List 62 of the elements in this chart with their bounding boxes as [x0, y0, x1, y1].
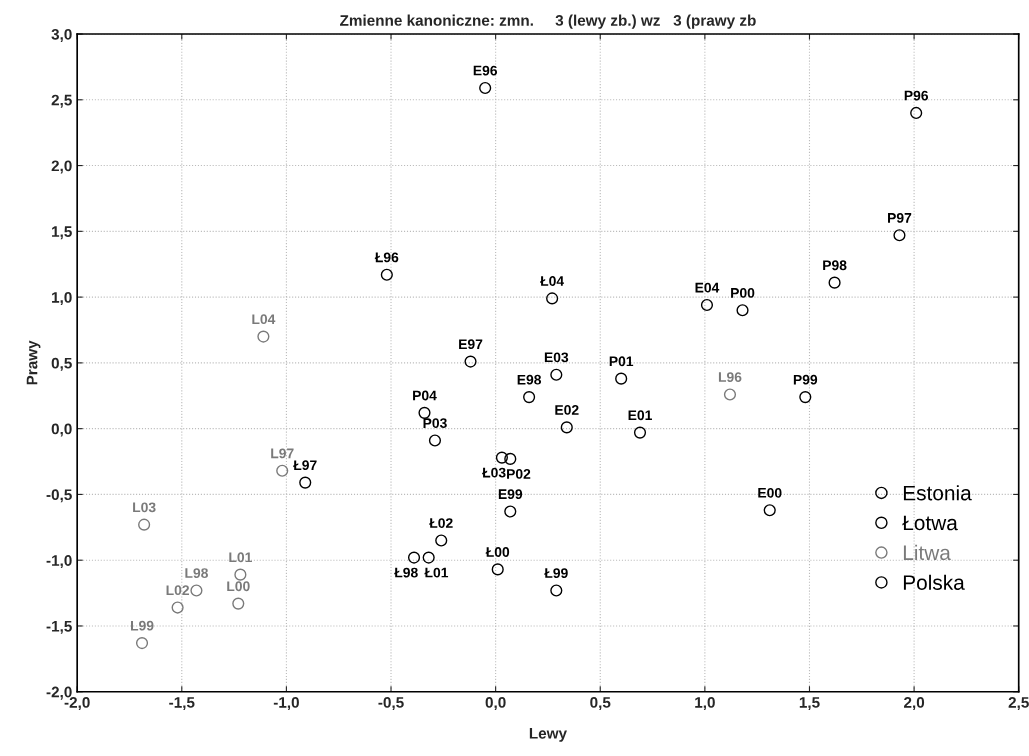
data-label: E99: [498, 489, 523, 500]
data-label: P97: [888, 212, 912, 223]
legend-label: Łotwa: [902, 515, 958, 531]
data-label: Ł00: [485, 547, 510, 557]
data-label: L97: [271, 448, 294, 459]
data-label: Ł99: [544, 568, 568, 578]
data-label: L96: [718, 372, 742, 382]
y-tick-label: -1,0: [46, 555, 72, 569]
data-label: Ł04: [540, 276, 565, 286]
data-label: P01: [609, 356, 634, 367]
data-label: P02: [507, 469, 531, 479]
y-tick-label: 3,0: [51, 28, 72, 42]
y-tick-label: 1,0: [52, 291, 72, 306]
data-label: L02: [166, 585, 190, 596]
y-tick-label: 2,0: [51, 160, 72, 174]
data-label: E96: [473, 65, 498, 76]
data-label: Ł02: [429, 518, 453, 528]
data-label: E03: [544, 352, 569, 363]
x-tick-label: -0,5: [378, 697, 404, 711]
data-label: E97: [459, 339, 483, 350]
data-label: Ł01: [424, 567, 449, 578]
x-tick-label: -1,5: [169, 697, 195, 711]
y-tick-label: -0,5: [46, 489, 72, 503]
data-label: P03: [423, 418, 447, 429]
data-label: L04: [252, 314, 276, 325]
y-axis-title: Prawy: [26, 340, 41, 385]
data-label: L03: [133, 502, 156, 513]
data-label: E98: [517, 374, 542, 385]
data-label: P98: [823, 260, 847, 271]
data-label: Ł03: [482, 467, 506, 478]
data-label: Ł97: [293, 460, 317, 471]
y-tick-label: 0,0: [51, 423, 72, 437]
data-label: L98: [185, 568, 208, 578]
data-label: L99: [131, 620, 154, 631]
data-label: P04: [413, 390, 437, 401]
x-tick-label: 1,0: [695, 697, 715, 711]
x-tick-label: -1,0: [273, 697, 299, 711]
legend-label: Estonia: [903, 485, 972, 501]
data-label: E01: [628, 410, 652, 421]
y-tick-label: -1,5: [46, 620, 72, 634]
x-tick-label: 2,0: [904, 697, 925, 711]
data-label: E04: [695, 282, 720, 293]
x-tick-label: 1,5: [799, 697, 820, 711]
data-label: P00: [731, 287, 755, 298]
data-label: Ł96: [374, 252, 399, 263]
y-tick-label: 0,5: [51, 357, 72, 371]
legend-label: Polska: [903, 574, 965, 590]
data-label: Ł98: [394, 567, 418, 578]
data-label: L01: [229, 552, 252, 563]
x-tick-label: 0,0: [485, 697, 506, 711]
data-label: E02: [555, 405, 579, 415]
data-label: E00: [758, 487, 782, 498]
legend-label: Litwa: [903, 544, 951, 561]
data-label: P96: [904, 90, 929, 101]
data-label: P99: [793, 374, 818, 385]
x-axis-title: Lewy: [529, 728, 567, 742]
x-tick-label: 0,5: [590, 697, 611, 711]
chart-title: Zmienne kanoniczne: zmn. 3 (lewy zb.) wz 3 (prawy zb: [340, 14, 756, 29]
y-tick-label: 2,5: [51, 94, 72, 108]
x-tick-label: 2,5: [1008, 697, 1029, 711]
data-label: L00: [227, 581, 250, 592]
y-tick-label: 1,5: [52, 226, 72, 240]
